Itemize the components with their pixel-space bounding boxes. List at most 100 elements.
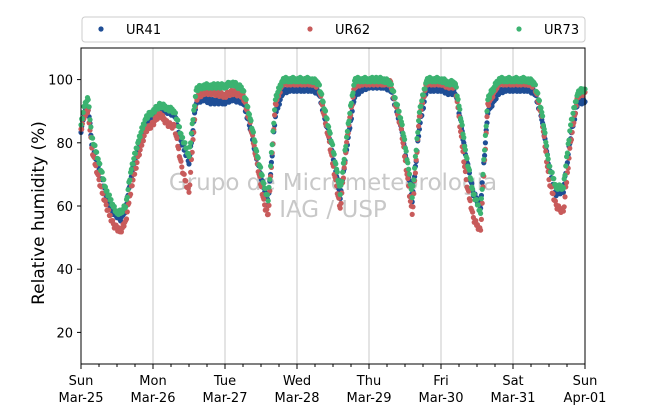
data-point bbox=[552, 198, 559, 204]
data-point bbox=[104, 188, 110, 194]
data-point bbox=[101, 177, 107, 183]
x-tick-day-label: Sun bbox=[573, 374, 598, 389]
data-point bbox=[567, 128, 573, 134]
data-point bbox=[316, 82, 322, 88]
data-point bbox=[569, 116, 575, 122]
data-point bbox=[94, 149, 100, 155]
data-point bbox=[176, 146, 182, 152]
data-point bbox=[412, 153, 418, 159]
data-point bbox=[92, 142, 98, 149]
data-point bbox=[411, 191, 417, 197]
x-tick-day-label: Sun bbox=[69, 374, 94, 389]
data-point bbox=[462, 168, 468, 175]
data-point bbox=[262, 202, 268, 208]
x-tick-date-label: Mar-31 bbox=[491, 391, 536, 406]
data-point bbox=[88, 124, 94, 130]
data-point bbox=[563, 163, 569, 169]
data-point bbox=[415, 129, 421, 135]
data-point bbox=[573, 98, 579, 105]
y-tick-label: 20 bbox=[56, 326, 73, 341]
data-point bbox=[562, 172, 568, 178]
data-point bbox=[536, 98, 543, 104]
data-point bbox=[468, 177, 474, 183]
data-point bbox=[481, 156, 487, 163]
data-point bbox=[422, 86, 428, 92]
data-point bbox=[188, 140, 194, 146]
data-point bbox=[271, 120, 277, 126]
x-tick-day-label: Tue bbox=[213, 374, 236, 389]
data-point bbox=[398, 126, 404, 132]
data-point bbox=[479, 180, 485, 186]
data-point bbox=[174, 135, 180, 142]
data-point bbox=[99, 169, 105, 175]
data-point bbox=[341, 156, 347, 162]
data-point bbox=[471, 191, 477, 197]
data-point bbox=[265, 211, 271, 217]
data-point bbox=[419, 98, 425, 104]
series-UR73 bbox=[78, 74, 588, 218]
data-point bbox=[136, 152, 142, 158]
data-point bbox=[484, 108, 490, 114]
data-point bbox=[532, 82, 539, 88]
data-point bbox=[108, 197, 114, 203]
data-point bbox=[266, 184, 272, 190]
x-axis-ticks: Sun Mar-25 Mon Mar-26 Tue Mar-27 Wed Mar-28 Thu M… bbox=[59, 364, 607, 406]
x-tick-date-label: Mar-28 bbox=[275, 391, 320, 406]
legend-marker bbox=[98, 26, 104, 32]
data-point bbox=[131, 156, 137, 162]
data-point bbox=[245, 104, 251, 110]
data-point bbox=[344, 134, 350, 140]
x-tick-date-label: Apr-01 bbox=[564, 391, 607, 406]
data-point bbox=[189, 149, 195, 155]
data-point bbox=[124, 194, 130, 200]
data-point bbox=[132, 171, 138, 177]
data-point bbox=[127, 177, 133, 183]
data-point bbox=[189, 121, 195, 127]
data-point bbox=[406, 166, 412, 172]
data-point bbox=[139, 142, 145, 148]
data-point bbox=[255, 155, 261, 161]
data-point bbox=[466, 167, 472, 173]
data-point bbox=[396, 108, 402, 114]
data-point bbox=[453, 84, 459, 90]
data-point bbox=[542, 130, 548, 136]
data-point bbox=[482, 147, 488, 153]
data-point bbox=[402, 136, 408, 143]
data-point bbox=[269, 142, 275, 148]
data-point bbox=[459, 122, 465, 128]
data-point bbox=[330, 142, 336, 148]
data-point bbox=[79, 126, 85, 132]
x-tick-date-label: Mar-29 bbox=[347, 391, 392, 406]
data-point bbox=[350, 90, 356, 96]
data-point bbox=[406, 171, 413, 177]
data-point bbox=[274, 94, 280, 100]
data-point bbox=[546, 177, 552, 183]
data-point bbox=[172, 123, 178, 129]
data-point bbox=[461, 134, 467, 141]
data-point bbox=[473, 218, 479, 224]
x-tick-date-label: Mar-30 bbox=[419, 391, 464, 406]
data-point bbox=[265, 198, 271, 204]
data-point bbox=[264, 206, 270, 213]
data-point bbox=[90, 135, 96, 141]
data-point bbox=[322, 108, 329, 114]
data-point bbox=[278, 83, 284, 89]
data-point bbox=[261, 196, 267, 202]
data-point bbox=[176, 124, 182, 130]
data-point bbox=[264, 192, 271, 198]
data-point bbox=[134, 145, 140, 151]
data-point bbox=[123, 204, 129, 210]
y-tick-label: 60 bbox=[56, 200, 73, 215]
data-point bbox=[572, 104, 578, 110]
data-point bbox=[128, 166, 134, 172]
data-point bbox=[399, 122, 405, 128]
data-point bbox=[180, 134, 186, 141]
data-point bbox=[80, 109, 86, 116]
data-point bbox=[178, 158, 184, 164]
data-point bbox=[324, 116, 330, 122]
data-point bbox=[128, 191, 134, 197]
x-tick-day-label: Thu bbox=[356, 374, 381, 389]
data-point bbox=[479, 186, 485, 192]
data-point bbox=[175, 117, 181, 123]
data-point bbox=[410, 183, 416, 189]
